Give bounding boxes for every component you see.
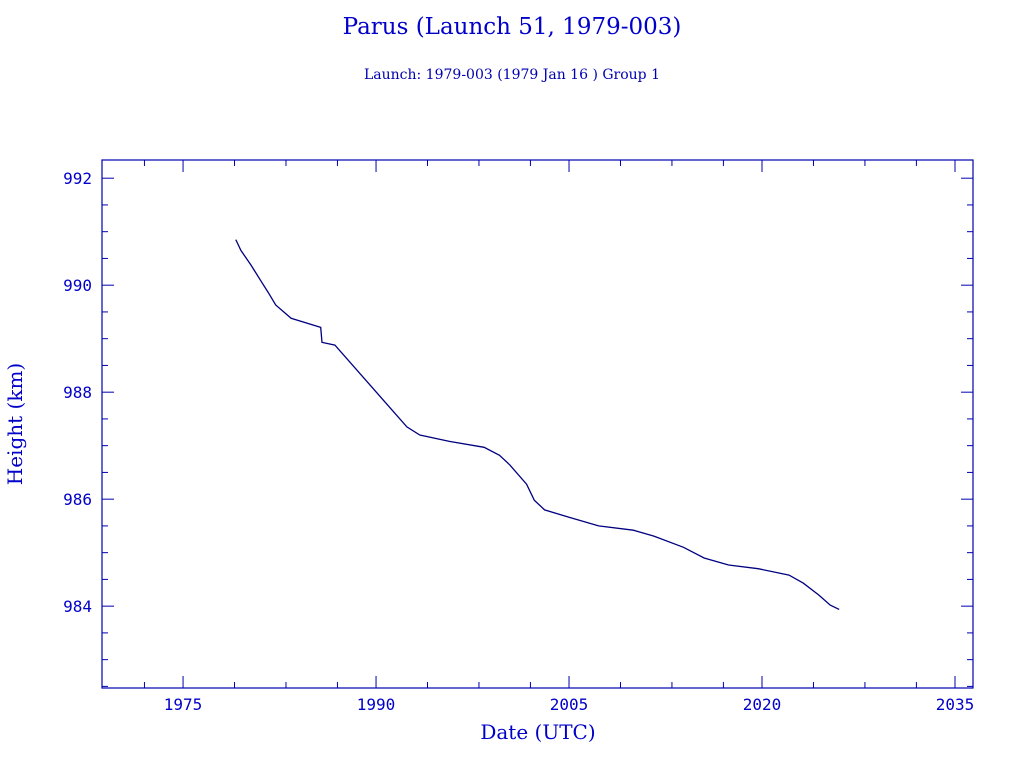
x-tick-label: 1975 — [164, 695, 203, 714]
x-tick-label: 1990 — [357, 695, 396, 714]
y-axis-label: Height (km) — [3, 363, 27, 485]
y-tick-label: 984 — [63, 597, 92, 616]
y-tick-label: 988 — [63, 383, 92, 402]
y-tick-label: 990 — [63, 276, 92, 295]
x-tick-label: 2005 — [550, 695, 589, 714]
chart-subtitle: Launch: 1979-003 (1979 Jan 16 ) Group 1 — [363, 67, 661, 83]
x-tick-label: 2020 — [743, 695, 782, 714]
chart-title: Parus (Launch 51, 1979-003) — [342, 14, 682, 40]
y-tick-label: 992 — [63, 169, 92, 188]
x-axis-label: Date (UTC) — [480, 720, 595, 744]
x-tick-label: 2035 — [936, 695, 975, 714]
y-tick-label: 986 — [63, 490, 92, 509]
plot-frame — [101, 159, 974, 689]
height-series-line — [235, 239, 840, 610]
